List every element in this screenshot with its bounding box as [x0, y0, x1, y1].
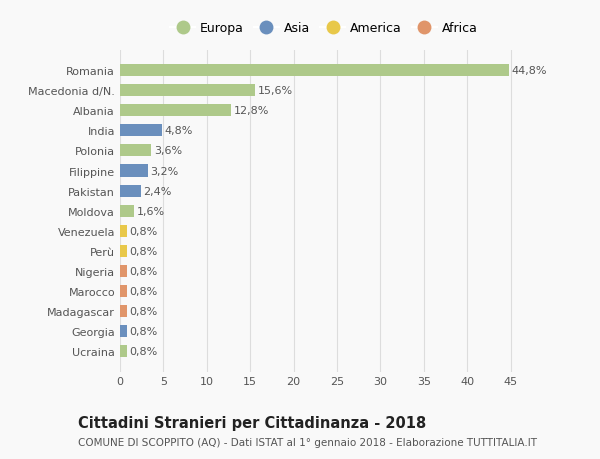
Bar [120, 185, 141, 197]
Bar [120, 145, 151, 157]
Bar [120, 245, 127, 257]
Bar [120, 305, 127, 317]
Text: 44,8%: 44,8% [512, 66, 547, 76]
Text: COMUNE DI SCOPPITO (AQ) - Dati ISTAT al 1° gennaio 2018 - Elaborazione TUTTITALI: COMUNE DI SCOPPITO (AQ) - Dati ISTAT al … [78, 437, 537, 447]
Text: 15,6%: 15,6% [258, 86, 293, 96]
Bar [120, 285, 127, 297]
Bar [120, 105, 231, 117]
Bar [120, 225, 127, 237]
Bar [120, 345, 127, 357]
Text: 0,8%: 0,8% [130, 346, 158, 356]
Bar [120, 325, 127, 337]
Legend: Europa, Asia, America, Africa: Europa, Asia, America, Africa [166, 18, 482, 39]
Bar [120, 85, 256, 97]
Text: 0,8%: 0,8% [130, 266, 158, 276]
Text: Cittadini Stranieri per Cittadinanza - 2018: Cittadini Stranieri per Cittadinanza - 2… [78, 415, 426, 431]
Text: 0,8%: 0,8% [130, 326, 158, 336]
Text: 0,8%: 0,8% [130, 246, 158, 256]
Text: 1,6%: 1,6% [136, 206, 164, 216]
Text: 12,8%: 12,8% [234, 106, 269, 116]
Text: 3,2%: 3,2% [151, 166, 179, 176]
Text: 0,8%: 0,8% [130, 306, 158, 316]
Text: 3,6%: 3,6% [154, 146, 182, 156]
Bar [120, 165, 148, 177]
Bar [120, 205, 134, 217]
Bar [120, 65, 509, 77]
Text: 2,4%: 2,4% [143, 186, 172, 196]
Bar [120, 125, 161, 137]
Text: 4,8%: 4,8% [164, 126, 193, 136]
Bar [120, 265, 127, 277]
Text: 0,8%: 0,8% [130, 226, 158, 236]
Text: 0,8%: 0,8% [130, 286, 158, 296]
